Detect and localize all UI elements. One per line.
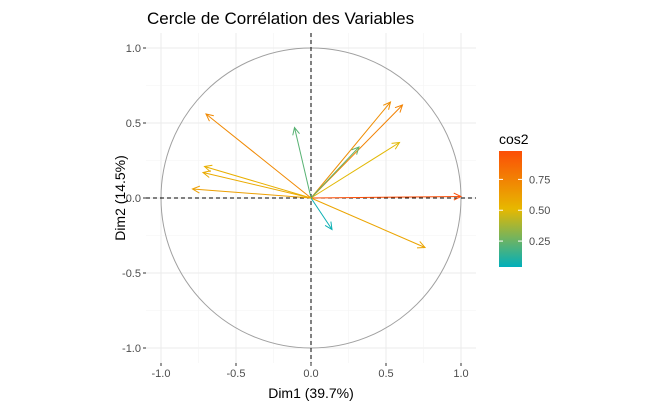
legend: cos2 0.25 0.50 0.75: [499, 131, 550, 267]
vector-arrow-head: [416, 241, 427, 249]
vector-arrow: [310, 196, 462, 199]
legend-title: cos2: [499, 131, 529, 147]
x-tick-label: 0.0: [303, 368, 318, 380]
x-tick-label: 1.0: [453, 368, 468, 380]
y-tick-label: 0.0: [126, 193, 141, 205]
vector-arrow-head: [205, 113, 214, 122]
vector-arrow: [204, 166, 312, 199]
x-tick-label: 0.5: [378, 368, 393, 380]
vector-arrow-head: [203, 164, 213, 173]
legend-tick-label: 0.25: [529, 236, 550, 248]
vector-arrow: [294, 127, 312, 199]
vector-arrow-head: [453, 192, 463, 201]
vector-arrow: [310, 197, 426, 248]
x-tick-label: -0.5: [227, 368, 246, 380]
vector-arrow-head: [394, 104, 404, 113]
x-axis-label: Dim1 (39.7%): [268, 385, 354, 401]
vector-arrow-head: [324, 221, 333, 231]
legend-colorbar: [499, 151, 522, 267]
x-axis-ticks: -1.0 -0.5 0.0 0.5 1.0: [152, 363, 469, 380]
vector-arrow: [205, 113, 312, 199]
vector-arrow: [202, 172, 312, 199]
y-tick-label: -1.0: [122, 343, 141, 355]
vector-arrow-head: [191, 185, 201, 194]
vector-arrow: [310, 197, 333, 230]
y-axis-ticks: -1.0 -0.5 0.0 0.5 1.0: [122, 43, 146, 355]
legend-tick-label: 0.75: [529, 174, 550, 186]
vector-arrow-head: [351, 146, 360, 155]
y-axis-label: Dim2 (14.5%): [112, 155, 128, 241]
vector-layer: [191, 101, 463, 249]
vector-arrow-head: [201, 170, 211, 178]
vector-arrow: [192, 188, 312, 199]
vector-arrow: [310, 101, 391, 199]
vector-arrow: [310, 146, 360, 199]
legend-ticks: 0.25 0.50 0.75: [499, 174, 550, 248]
x-tick-label: -1.0: [152, 368, 171, 380]
chart-title: Cercle de Corrélation des Variables: [147, 9, 414, 28]
y-tick-label: -0.5: [122, 268, 141, 280]
y-tick-label: 1.0: [126, 43, 141, 55]
vector-arrow: [310, 142, 400, 199]
y-tick-label: 0.5: [126, 118, 141, 130]
vector-arrow-head: [292, 126, 300, 136]
legend-tick-label: 0.50: [529, 205, 550, 217]
vector-arrow-head: [391, 141, 401, 150]
vector-arrow-head: [383, 101, 392, 110]
